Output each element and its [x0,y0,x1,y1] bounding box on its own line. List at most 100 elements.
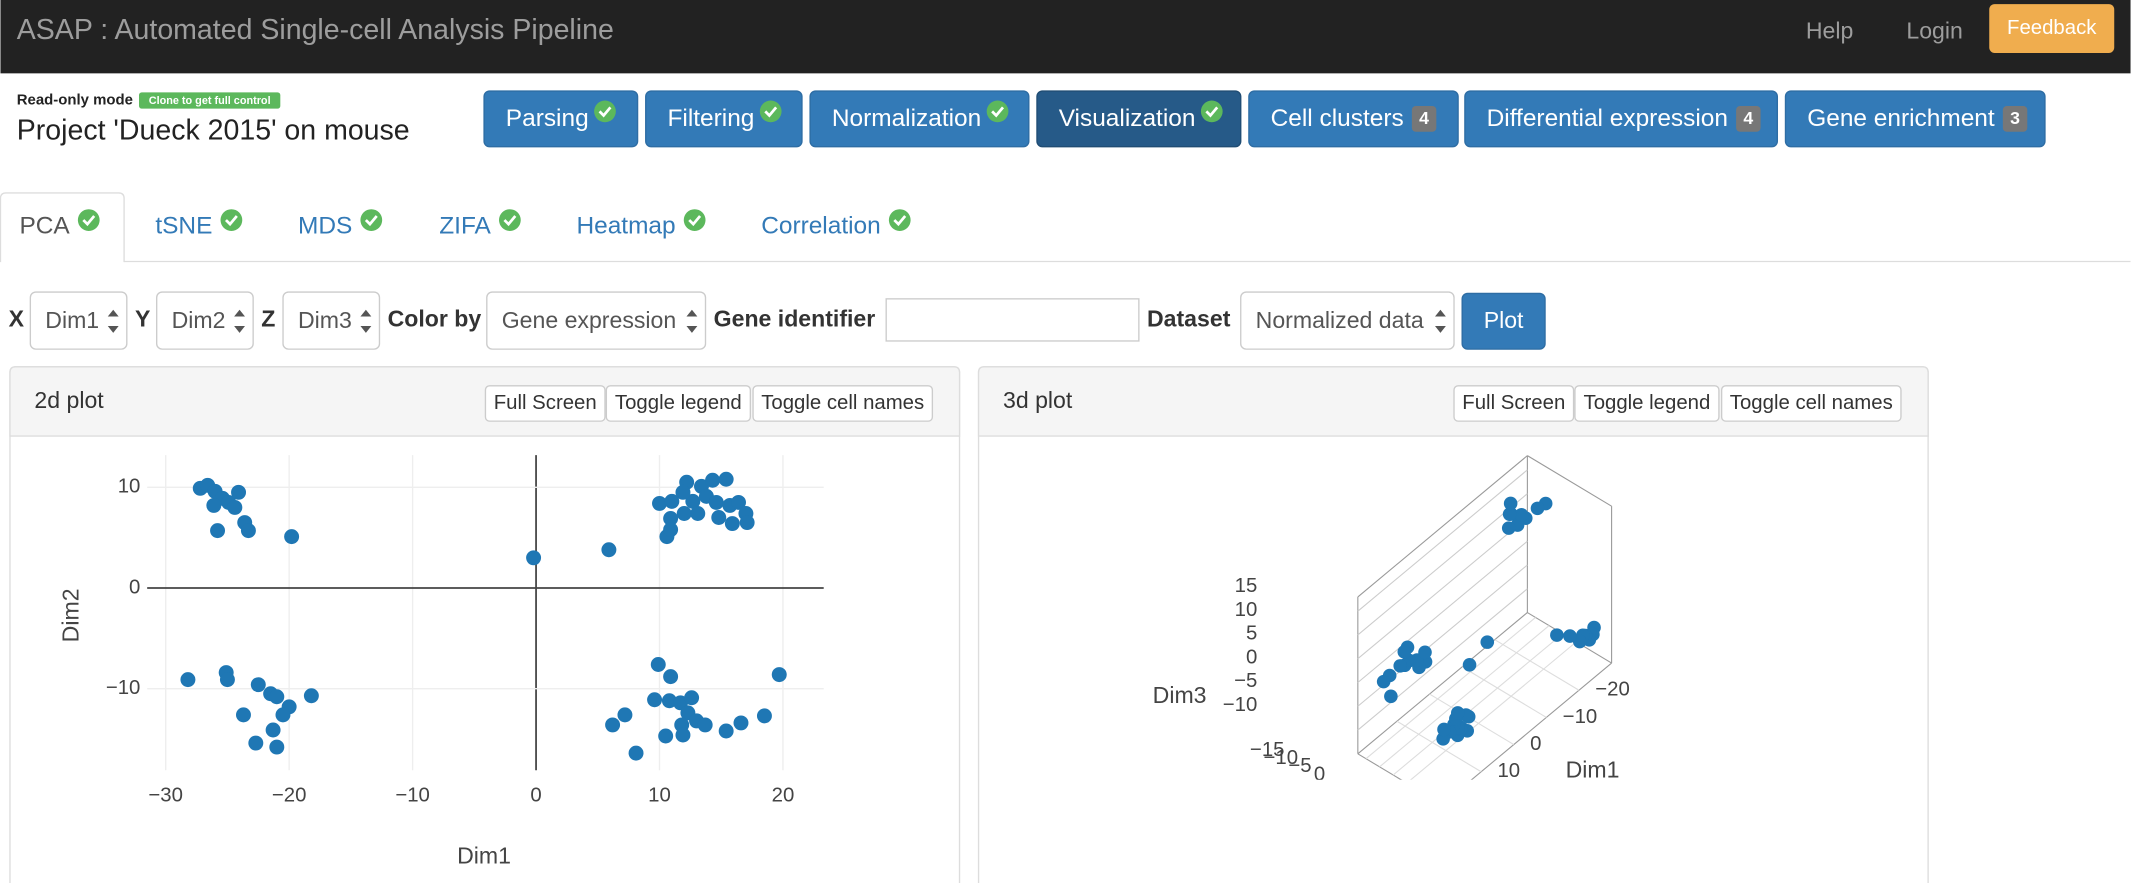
panel-button[interactable] [605,385,752,422]
step-button[interactable] [1784,90,2046,148]
point [1397,645,1412,659]
nav-link[interactable]: Login [1906,18,1962,44]
point [219,672,235,688]
y-tick-label: 0 [1314,763,1325,785]
point [1462,657,1477,672]
select-value[interactable]: Gene expression [502,307,676,333]
control-label: Gene identifier [714,306,876,332]
navbar [0,0,2131,74]
tab-label[interactable]: PCA [19,212,70,239]
step-button[interactable] [1036,90,1242,148]
nav-link[interactable]: Help [1806,18,1853,44]
point [206,497,222,513]
select-value[interactable]: Dim3 [298,307,352,333]
z-tick-label: 5 [1246,623,1257,645]
step-label[interactable]: Parsing [506,105,589,132]
feedback-button[interactable] [1989,4,2115,53]
z-axis-title: Dim3 [1153,682,1207,708]
select-box[interactable] [156,291,254,350]
mode-label: Read-only mode [17,91,133,108]
plot-button-label[interactable]: Plot [1484,307,1524,333]
grid-line [1409,641,1577,780]
step-label[interactable]: Normalization [832,105,981,132]
point [647,692,663,708]
check-mark [1205,106,1219,118]
step-label[interactable]: Cell clusters [1271,105,1404,132]
z-tick-label: −10 [1223,694,1258,716]
step-label[interactable]: Differential expression [1487,105,1728,132]
step-button[interactable] [1248,90,1459,148]
panel-button-label[interactable]: Toggle legend [615,392,742,414]
panel-button-label[interactable]: Toggle legend [1584,392,1711,414]
point [231,484,247,500]
step-label[interactable]: Visualization [1059,105,1196,132]
check-icon [360,209,383,231]
tab-label[interactable]: Heatmap [576,212,675,239]
step-badge-count: 4 [1419,108,1429,128]
point [1530,501,1545,516]
select-value[interactable]: Dim2 [172,307,226,333]
panel-button[interactable] [1574,385,1720,422]
point [675,484,691,500]
point [1503,496,1518,511]
step-button[interactable] [1464,90,1779,148]
panel-title: 2d plot [34,387,104,413]
point [1502,507,1517,521]
plot-button[interactable] [1461,292,1546,350]
check-icon [499,209,521,231]
select-value[interactable]: Normalized data [1256,307,1424,333]
select-box[interactable] [29,291,128,350]
y-tick-label: 0 [129,576,140,598]
text-input[interactable] [885,298,1140,342]
step-badge [1411,105,1437,132]
point [605,717,621,733]
control-label: Y [135,306,151,332]
tab-label[interactable]: MDS [298,212,352,239]
clone-badge-text: Clone to get full control [149,95,271,107]
point [269,689,285,705]
point [275,707,291,723]
step-label[interactable]: Filtering [667,105,754,132]
point [1480,635,1495,649]
point [663,669,679,685]
tab-label[interactable]: Correlation [761,212,881,239]
panel-button-label[interactable]: Toggle cell names [1730,392,1893,414]
check-icon [594,100,616,123]
grid-line [1396,720,1482,773]
select-value[interactable]: Dim1 [45,307,99,333]
point [731,494,746,510]
panel-button[interactable] [1453,385,1575,422]
feedback-label[interactable]: Feedback [2007,17,2097,39]
tab-label[interactable]: ZIFA [439,212,491,239]
select-box[interactable] [486,291,707,350]
select-box[interactable] [1240,291,1455,350]
point [240,523,256,539]
panel-button-label[interactable]: Toggle cell names [761,392,924,414]
panel-button[interactable] [1720,385,1902,422]
select-box[interactable] [282,291,381,350]
y-tick-label: −10 [106,677,141,699]
brand[interactable]: ASAP : Automated Single-cell Analysis Pi… [17,14,614,46]
x-tick-label: −30 [148,784,183,806]
check-mark [893,215,907,227]
step-button[interactable] [809,90,1030,148]
step-label[interactable]: Gene enrichment [1807,105,1995,132]
grid-line [1357,540,1528,683]
panel-button[interactable] [484,385,606,422]
control-label: X [9,306,25,332]
panel-button[interactable] [752,385,934,422]
check-icon [220,209,243,231]
point [708,494,724,510]
x-tick-label: −10 [395,784,430,806]
grid-line [1357,517,1528,660]
y-tick-label: −15 [1250,739,1285,761]
point [652,495,667,511]
panel-button-label[interactable]: Full Screen [494,392,597,414]
x-axis-title: Dim1 [1566,757,1620,783]
panel-button-label[interactable]: Full Screen [1462,392,1565,414]
x-tick-label: 10 [648,784,671,806]
point [658,728,674,744]
tab-label[interactable]: tSNE [155,212,212,239]
z-tick-label: 0 [1246,646,1257,668]
axis-box [1470,662,1612,780]
